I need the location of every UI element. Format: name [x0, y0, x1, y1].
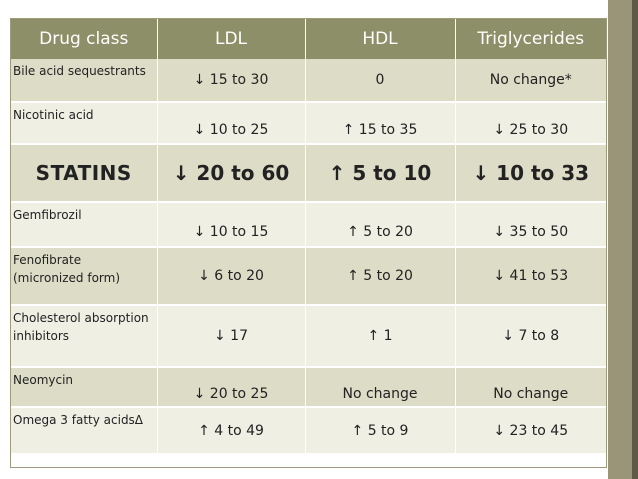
table-row: Gemfibrozil ↓ 10 to 15 ↑ 5 to 20 ↓ 35 to…: [11, 202, 606, 248]
hdl-cell: ↑ 5 to 20: [305, 202, 456, 248]
drug-cell: Neomycin: [11, 367, 158, 408]
tg-cell: ↓ 25 to 30: [455, 102, 606, 145]
hdl-cell: ↑ 5 to 10: [305, 144, 456, 203]
drug-cell: Cholesterol absorption inhibitors: [11, 305, 158, 368]
ldl-cell: ↓ 10 to 15: [157, 202, 306, 248]
ldl-cell: ↓ 20 to 25: [157, 367, 306, 408]
hdl-cell: ↑ 5 to 9: [305, 407, 456, 455]
table-row: Nicotinic acid ↓ 10 to 25 ↑ 15 to 35 ↓ 2…: [11, 102, 606, 145]
ldl-cell: ↓ 15 to 30: [157, 59, 306, 103]
table-row: Neomycin ↓ 20 to 25 No change No change: [11, 367, 606, 408]
drug-cell: Omega 3 fatty acidsΔ: [11, 407, 158, 455]
lipid-effects-table: Drug class LDL HDL Triglycerides Bile ac…: [11, 19, 606, 455]
header-drug-class: Drug class: [11, 19, 158, 59]
header-hdl: HDL: [305, 19, 456, 59]
drug-cell: Nicotinic acid: [11, 102, 158, 145]
ldl-cell: ↓ 10 to 25: [157, 102, 306, 145]
hdl-cell: No change: [305, 367, 456, 408]
hdl-cell: ↑ 1: [305, 305, 456, 368]
header-triglycerides: Triglycerides: [455, 19, 606, 59]
hdl-cell: ↑ 15 to 35: [305, 102, 456, 145]
ldl-cell: ↑ 4 to 49: [157, 407, 306, 455]
ldl-cell: ↓ 6 to 20: [157, 247, 306, 306]
slide-side-bar-edge: [632, 0, 638, 479]
table-row: Cholesterol absorption inhibitors ↓ 17 ↑…: [11, 305, 606, 368]
tg-cell: ↓ 41 to 53: [455, 247, 606, 306]
table-row: Omega 3 fatty acidsΔ ↑ 4 to 49 ↑ 5 to 9 …: [11, 407, 606, 455]
drug-cell: Bile acid sequestrants: [11, 59, 158, 103]
table-row: Fenofibrate (micronized form) ↓ 6 to 20 …: [11, 247, 606, 306]
drug-cell: Fenofibrate (micronized form): [11, 247, 158, 306]
ldl-cell: ↓ 17: [157, 305, 306, 368]
header-ldl: LDL: [157, 19, 306, 59]
hdl-cell: ↑ 5 to 20: [305, 247, 456, 306]
tg-cell: No change*: [455, 59, 606, 103]
table-row-statins: STATINS ↓ 20 to 60 ↑ 5 to 10 ↓ 10 to 33: [11, 144, 606, 203]
header-row: Drug class LDL HDL Triglycerides: [11, 19, 606, 59]
hdl-cell: 0: [305, 59, 456, 103]
tg-cell: ↓ 23 to 45: [455, 407, 606, 455]
table-row: Bile acid sequestrants ↓ 15 to 30 0 No c…: [11, 59, 606, 103]
drug-cell: STATINS: [11, 144, 158, 203]
drug-cell: Gemfibrozil: [11, 202, 158, 248]
ldl-cell: ↓ 20 to 60: [157, 144, 306, 203]
tg-cell: ↓ 7 to 8: [455, 305, 606, 368]
tg-cell: ↓ 35 to 50: [455, 202, 606, 248]
tg-cell: ↓ 10 to 33: [455, 144, 606, 203]
tg-cell: No change: [455, 367, 606, 408]
table-frame: [10, 18, 607, 468]
